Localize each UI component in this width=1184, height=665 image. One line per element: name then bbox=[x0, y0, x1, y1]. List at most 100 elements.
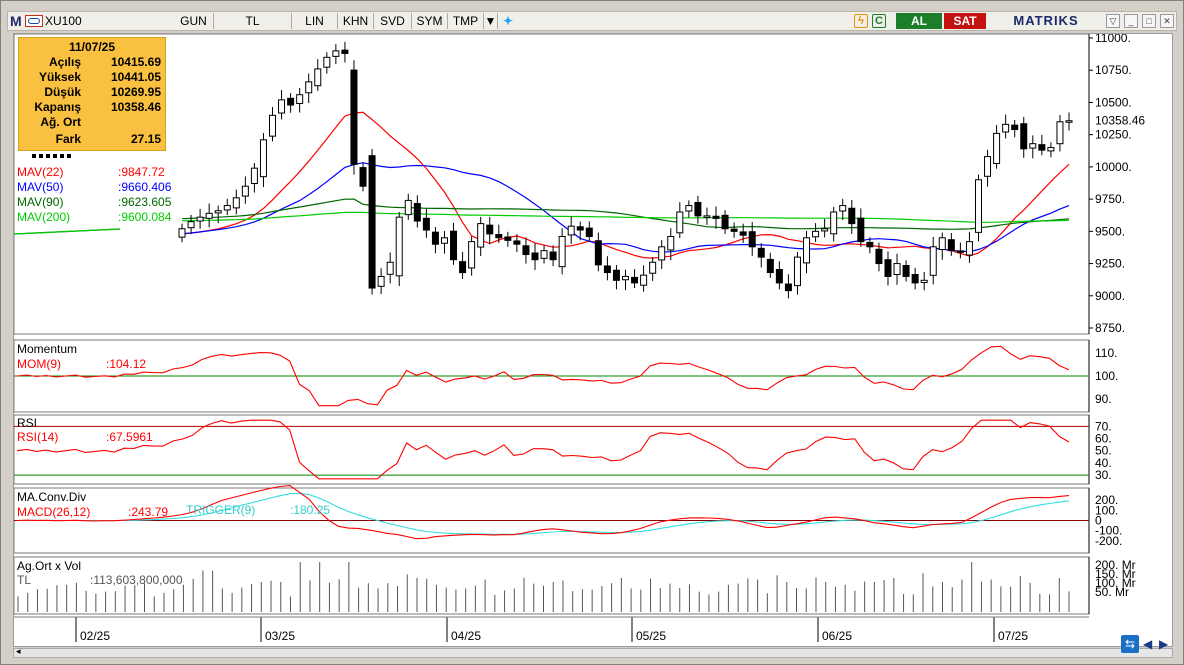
info-label: Düşük bbox=[44, 85, 81, 99]
svd-button[interactable]: SVD bbox=[374, 13, 412, 29]
candle-body bbox=[857, 217, 865, 243]
candle-body bbox=[603, 265, 611, 274]
buy-button[interactable]: AL bbox=[896, 13, 942, 29]
twitter-icon[interactable]: ✦ bbox=[502, 14, 514, 28]
menu-dropdown-icon[interactable]: ▽ bbox=[1106, 14, 1120, 28]
minimize-icon[interactable]: _ bbox=[1124, 14, 1138, 28]
price-tick-label: 10000. bbox=[1095, 160, 1132, 174]
momentum-label: MOM(9) bbox=[17, 357, 61, 371]
candle-body bbox=[386, 261, 394, 275]
candle-body bbox=[712, 215, 720, 219]
period-button-gun[interactable]: GUN bbox=[174, 13, 214, 29]
candle-body bbox=[622, 275, 629, 281]
info-row-close: Kapanış 10358.46 bbox=[19, 100, 165, 114]
candle-body bbox=[1047, 147, 1055, 152]
price-tick-label: 10750. bbox=[1095, 63, 1132, 77]
candle-body bbox=[522, 245, 530, 256]
scroll-back-icon[interactable]: ◀ bbox=[1143, 637, 1153, 651]
price-tick-label: 10250. bbox=[1095, 128, 1132, 142]
info-label: Yüksek bbox=[38, 70, 81, 84]
candle-body bbox=[567, 225, 575, 236]
info-label: Fark bbox=[55, 132, 81, 146]
candle-body bbox=[821, 228, 829, 232]
candle-body bbox=[250, 167, 258, 185]
candle-body bbox=[196, 216, 204, 222]
candle-body bbox=[721, 214, 729, 230]
scroll-forward-icon[interactable]: ▶ bbox=[1159, 637, 1169, 651]
ma-legend-value: :9623.605 bbox=[118, 195, 172, 209]
candle-body bbox=[929, 246, 937, 276]
candle-body bbox=[631, 276, 639, 284]
ma-legend-value: :9600.084 bbox=[118, 210, 172, 224]
lightning-icon[interactable]: ϟ bbox=[854, 14, 868, 28]
candle-body bbox=[812, 230, 820, 238]
x-tick-label: 06/25 bbox=[822, 629, 852, 643]
old-candle bbox=[46, 154, 50, 158]
horizontal-scrollbar[interactable]: ◂ bbox=[13, 646, 1173, 658]
candle-body bbox=[893, 263, 901, 276]
candle-body bbox=[911, 274, 919, 284]
old-candle bbox=[53, 154, 57, 158]
sym-button[interactable]: SYM bbox=[412, 13, 448, 29]
candle-body bbox=[413, 202, 421, 222]
candle-body bbox=[232, 197, 240, 209]
close-icon[interactable]: ✕ bbox=[1160, 14, 1174, 28]
macd-label: MACD(26,12) bbox=[17, 505, 90, 519]
candle-body bbox=[739, 231, 747, 236]
candle-body bbox=[549, 251, 557, 261]
candle-body bbox=[187, 221, 195, 229]
rsi-tick-label: 50. bbox=[1095, 444, 1112, 458]
tmp-button[interactable]: TMP bbox=[448, 13, 484, 29]
candle-body bbox=[1011, 124, 1019, 131]
ma-legend-label: MAV(22) bbox=[17, 165, 63, 179]
rsi-tick-label: 30. bbox=[1095, 468, 1112, 482]
candle-body bbox=[667, 235, 675, 251]
candle-body bbox=[477, 223, 485, 248]
info-row-low: Düşük 10269.95 bbox=[19, 85, 165, 99]
dropdown-arrow-icon[interactable]: ▼ bbox=[484, 13, 498, 29]
candle-body bbox=[585, 227, 593, 237]
momentum-title: Momentum bbox=[17, 342, 77, 356]
panel-frame-price bbox=[14, 34, 1090, 335]
rsi-tick-label: 60. bbox=[1095, 432, 1112, 446]
price-tick-label: 11000. bbox=[1095, 34, 1131, 45]
rsi-title: RSI bbox=[17, 416, 37, 430]
candle-body bbox=[305, 81, 313, 94]
sync-icon[interactable]: ⇆ bbox=[1121, 635, 1139, 653]
candle-body bbox=[278, 99, 286, 114]
scroll-left-icon[interactable]: ◂ bbox=[16, 646, 21, 656]
rsi-line bbox=[16, 419, 1070, 480]
candle-body bbox=[531, 252, 539, 261]
refresh-icon[interactable]: C bbox=[872, 14, 886, 28]
macd-trigger-value: :180.25 bbox=[290, 503, 330, 517]
candle-body bbox=[341, 49, 349, 54]
candle-body bbox=[866, 241, 874, 248]
info-value: 10358.46 bbox=[110, 100, 161, 114]
candle-body bbox=[259, 139, 267, 178]
info-row-weighted-avg: Ağ. Ort bbox=[19, 115, 165, 129]
ma90-line bbox=[181, 198, 1070, 230]
volume-tick-label: 100. Mr bbox=[1095, 576, 1136, 590]
chart-area[interactable]: 11000. 10750. 10500. 10250. 10000. 9750. 9500.… bbox=[13, 33, 1173, 647]
macd-tick-label: 200. bbox=[1095, 493, 1118, 507]
candle-body bbox=[214, 210, 222, 214]
maximize-icon[interactable]: □ bbox=[1142, 14, 1156, 28]
sell-button[interactable]: SAT bbox=[944, 13, 986, 29]
candle-body bbox=[495, 233, 503, 239]
candle-body bbox=[703, 215, 711, 218]
candle-body bbox=[875, 248, 883, 265]
info-label: Ağ. Ort bbox=[40, 115, 81, 129]
price-tick-label: 9250. bbox=[1095, 257, 1125, 271]
symbol-field[interactable]: XU100 bbox=[45, 14, 82, 28]
linear-scale-button[interactable]: LIN bbox=[292, 13, 338, 29]
price-tick-label: 9000. bbox=[1095, 289, 1125, 303]
candle-body bbox=[640, 274, 648, 286]
chart-toolbar: M XU100 GUN TL LIN KHN SVD SYM TMP ▼ ✦ ϟ… bbox=[7, 11, 1177, 31]
candle-body bbox=[504, 236, 512, 241]
candle-body bbox=[395, 216, 403, 277]
info-row-high: Yüksek 10441.05 bbox=[19, 70, 165, 84]
currency-button-tl[interactable]: TL bbox=[214, 13, 292, 29]
old-candle bbox=[67, 154, 71, 158]
ma22-line bbox=[181, 111, 1070, 259]
khn-button[interactable]: KHN bbox=[338, 13, 374, 29]
